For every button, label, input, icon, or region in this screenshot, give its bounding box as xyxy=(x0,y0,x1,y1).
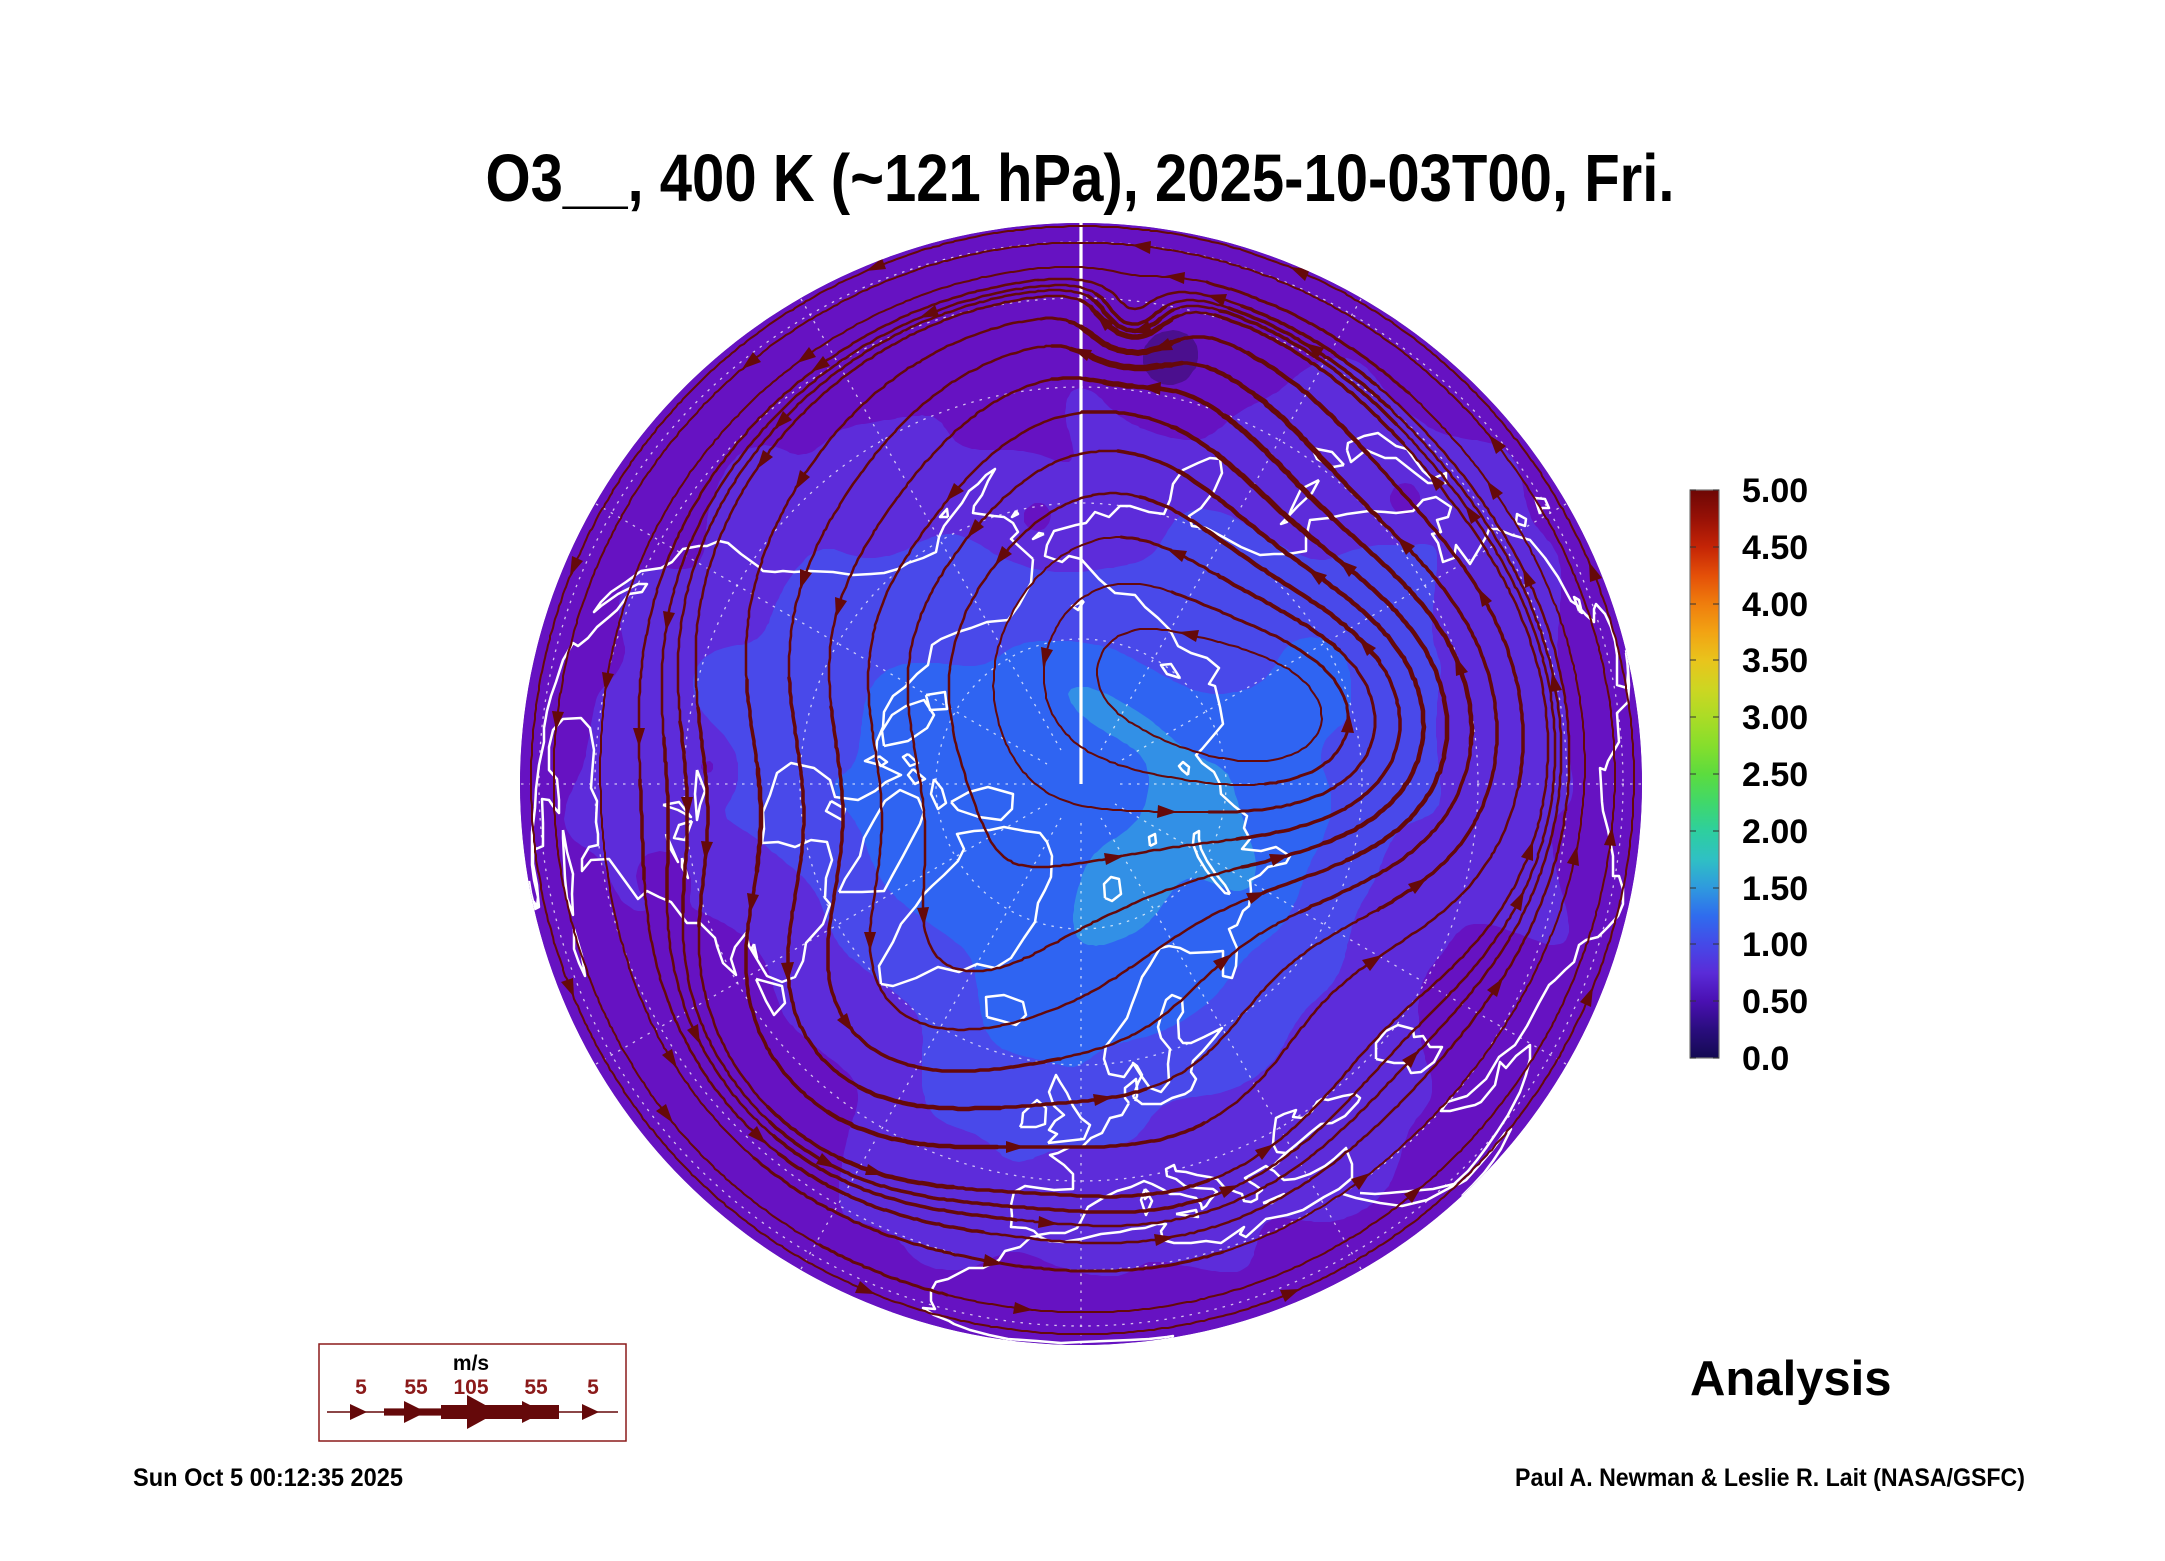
svg-text:2.50: 2.50 xyxy=(1742,756,1808,794)
svg-text:55: 55 xyxy=(404,1376,428,1399)
svg-text:5: 5 xyxy=(355,1376,367,1399)
svg-text:O3__, 400 K (~121 hPa), 2025-1: O3__, 400 K (~121 hPa), 2025-10-03T00, F… xyxy=(486,141,1675,216)
svg-text:2.00: 2.00 xyxy=(1742,813,1808,851)
svg-text:Sun Oct 5 00:12:35 2025: Sun Oct 5 00:12:35 2025 xyxy=(133,1464,403,1492)
svg-text:3.00: 3.00 xyxy=(1742,699,1808,737)
svg-text:3.50: 3.50 xyxy=(1742,642,1808,680)
svg-text:0.0: 0.0 xyxy=(1742,1040,1789,1078)
svg-text:0.50: 0.50 xyxy=(1742,983,1808,1021)
svg-text:1.50: 1.50 xyxy=(1742,870,1808,908)
svg-text:5.00: 5.00 xyxy=(1742,472,1808,510)
svg-text:105: 105 xyxy=(453,1376,488,1399)
svg-text:m/s: m/s xyxy=(453,1352,489,1375)
svg-text:55: 55 xyxy=(524,1376,548,1399)
svg-text:4.50: 4.50 xyxy=(1742,529,1808,567)
svg-text:Analysis: Analysis xyxy=(1690,1352,1892,1406)
svg-text:Paul A. Newman & Leslie R. Lai: Paul A. Newman & Leslie R. Lait (NASA/GS… xyxy=(1515,1464,2025,1492)
svg-text:4.00: 4.00 xyxy=(1742,586,1808,624)
svg-text:1.00: 1.00 xyxy=(1742,926,1808,964)
svg-text:5: 5 xyxy=(587,1376,599,1399)
